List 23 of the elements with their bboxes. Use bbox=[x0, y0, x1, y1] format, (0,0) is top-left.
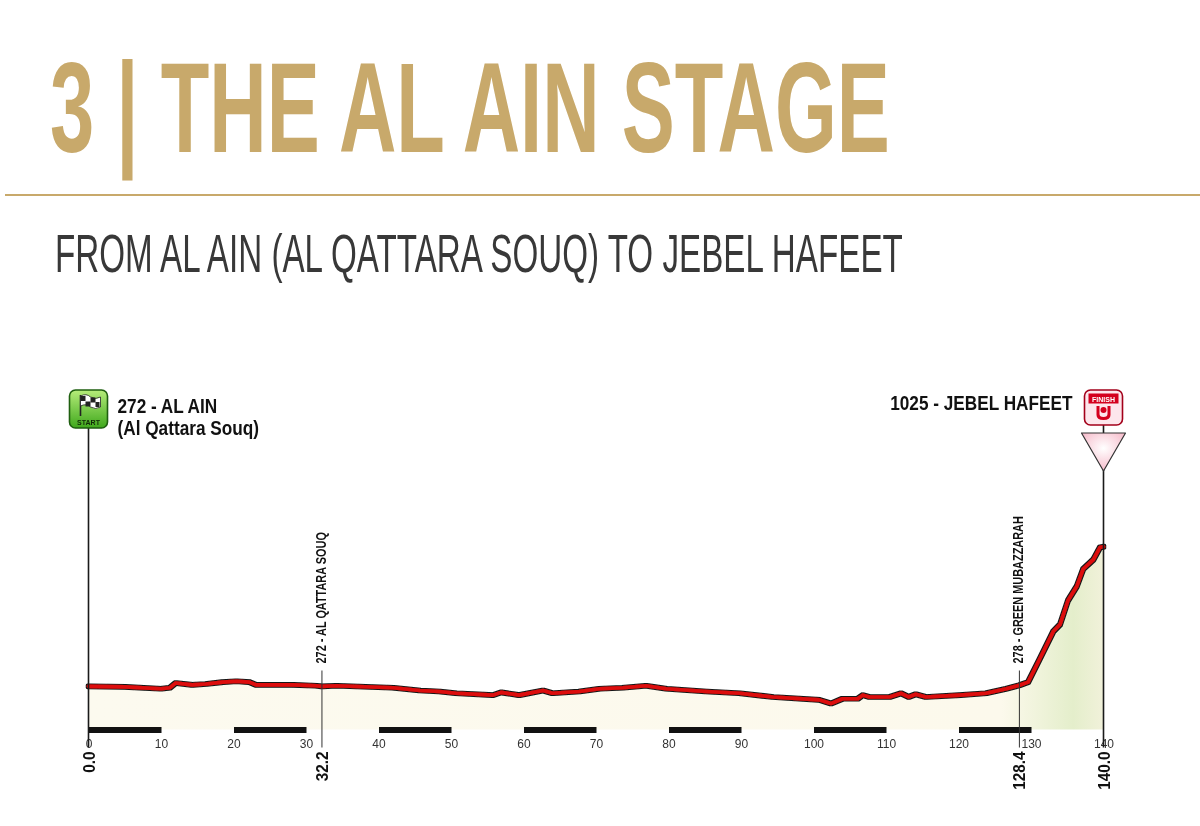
chart-title: 3 | THE AL AIN STAGE bbox=[50, 36, 890, 181]
ref-line-label: 278 - GREEN MUBAZZARAH bbox=[1011, 516, 1027, 664]
x-tick-label: 10 bbox=[154, 737, 169, 752]
text: 140.0 bbox=[1093, 751, 1113, 790]
x-tick-label: 130 bbox=[1021, 737, 1042, 752]
chart-subtitle: FROM AL AIN (AL QATTARA SOUQ) TO JEBEL HAFEET bbox=[55, 222, 903, 283]
x-tick-label: 90 bbox=[734, 737, 749, 752]
ref-line-label: 272 - AL AIN (Al Qattara Souq) bbox=[117, 394, 259, 440]
x-tick-label: 40 bbox=[372, 737, 386, 752]
x-tick-label: 80 bbox=[662, 737, 676, 752]
text: 128.4 bbox=[1009, 751, 1029, 790]
ref-line-label: 272 - AL QATTARA SOUQ bbox=[313, 531, 330, 664]
text: 32.2 bbox=[312, 751, 332, 782]
x-tick-label: 50 bbox=[444, 737, 459, 752]
x-tick-label: 100 bbox=[803, 737, 825, 752]
x-tick-label: 30 bbox=[299, 737, 314, 752]
ref-line-label: 1025 - JEBEL HAFEET bbox=[890, 391, 1073, 415]
x-tick-label: 60 bbox=[517, 737, 531, 752]
x-tick-label: 20 bbox=[227, 737, 241, 752]
text: 0.0 bbox=[78, 751, 98, 773]
x-tick-label: 110 bbox=[876, 737, 897, 752]
x-tick-label: 120 bbox=[948, 737, 970, 752]
x-tick-label: 70 bbox=[589, 737, 604, 752]
